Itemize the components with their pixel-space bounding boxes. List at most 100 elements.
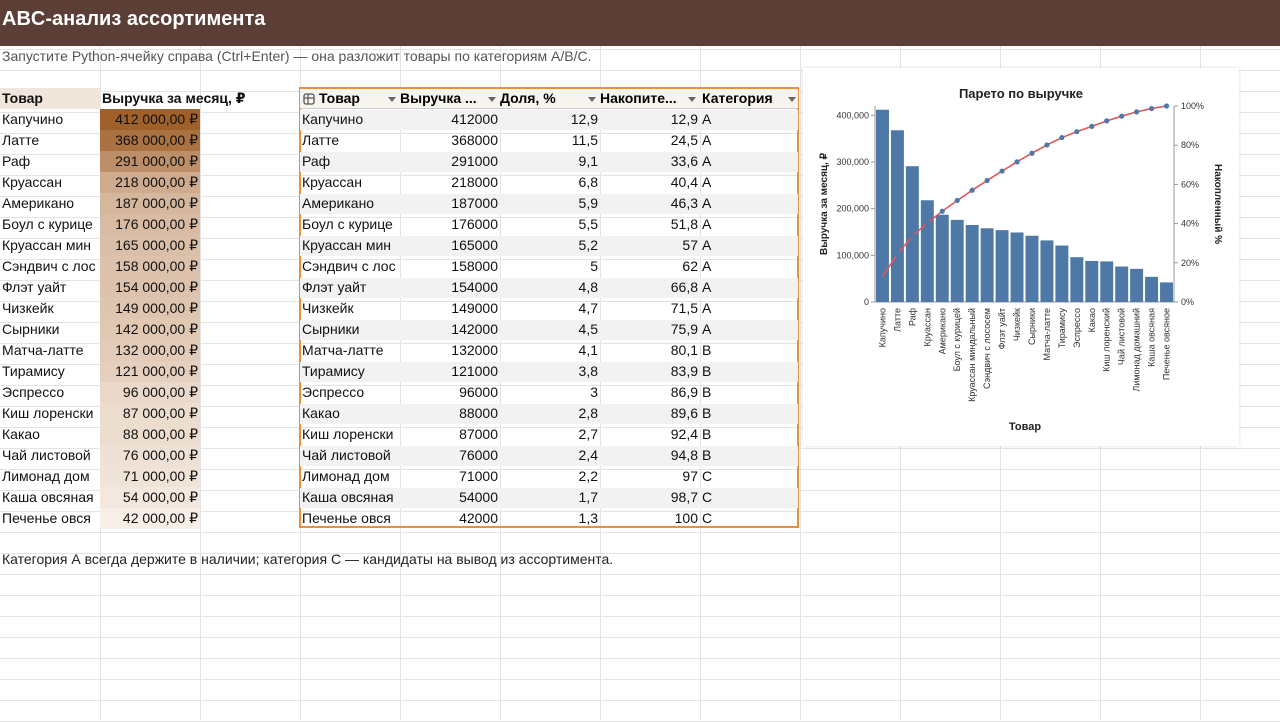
- result-cumulative-cell[interactable]: 40,4: [670, 174, 698, 190]
- result-category-cell[interactable]: B: [702, 363, 712, 379]
- result-cumulative-cell[interactable]: 94,8: [670, 447, 698, 463]
- result-share-cell[interactable]: 3: [590, 384, 598, 400]
- source-revenue-cell[interactable]: 132 000,00 ₽: [100, 340, 200, 361]
- result-share-cell[interactable]: 5,5: [578, 216, 598, 232]
- result-product-cell[interactable]: Круассан: [302, 174, 362, 190]
- result-product-cell[interactable]: Латте: [302, 132, 340, 148]
- result-category-cell[interactable]: A: [702, 279, 712, 295]
- source-product-cell[interactable]: Лимонад дом: [2, 468, 90, 484]
- source-product-cell[interactable]: Матча-латте: [2, 342, 84, 358]
- result-cumulative-cell[interactable]: 80,1: [670, 342, 698, 358]
- result-category-cell[interactable]: B: [702, 384, 712, 400]
- result-product-cell[interactable]: Сэндвич с лос: [302, 258, 396, 274]
- result-cumulative-cell[interactable]: 51,8: [670, 216, 698, 232]
- result-share-cell[interactable]: 6,8: [578, 174, 598, 190]
- result-share-cell[interactable]: 2,7: [578, 426, 598, 442]
- result-revenue-cell[interactable]: 121000: [451, 363, 498, 379]
- source-revenue-cell[interactable]: 291 000,00 ₽: [100, 151, 200, 172]
- result-revenue-cell[interactable]: 132000: [451, 342, 498, 358]
- source-revenue-cell[interactable]: 121 000,00 ₽: [100, 361, 200, 382]
- source-revenue-cell[interactable]: 218 000,00 ₽: [100, 172, 200, 193]
- result-share-cell[interactable]: 4,5: [578, 321, 598, 337]
- source-product-cell[interactable]: Сырники: [2, 321, 60, 337]
- result-cumulative-cell[interactable]: 66,8: [670, 279, 698, 295]
- result-cumulative-cell[interactable]: 98,7: [670, 489, 698, 505]
- source-product-cell[interactable]: Американо: [2, 195, 75, 211]
- result-category-cell[interactable]: A: [702, 216, 712, 232]
- result-revenue-cell[interactable]: 187000: [451, 195, 498, 211]
- result-revenue-cell[interactable]: 54000: [459, 489, 498, 505]
- result-category-cell[interactable]: A: [702, 195, 712, 211]
- source-revenue-cell[interactable]: 42 000,00 ₽: [100, 508, 200, 529]
- result-revenue-cell[interactable]: 149000: [451, 300, 498, 316]
- result-revenue-cell[interactable]: 165000: [451, 237, 498, 253]
- source-product-cell[interactable]: Печенье овся: [2, 510, 91, 526]
- result-cumulative-cell[interactable]: 83,9: [670, 363, 698, 379]
- result-product-cell[interactable]: Раф: [302, 153, 331, 169]
- source-product-cell[interactable]: Флэт уайт: [2, 279, 67, 295]
- result-product-cell[interactable]: Лимонад дом: [302, 468, 390, 484]
- source-revenue-cell[interactable]: 187 000,00 ₽: [100, 193, 200, 214]
- result-cumulative-cell[interactable]: 24,5: [670, 132, 698, 148]
- result-category-cell[interactable]: A: [702, 321, 712, 337]
- result-category-cell[interactable]: B: [702, 405, 712, 421]
- source-revenue-cell[interactable]: 87 000,00 ₽: [100, 403, 200, 424]
- result-cumulative-cell[interactable]: 62: [682, 258, 698, 274]
- result-category-cell[interactable]: C: [702, 468, 713, 484]
- source-product-cell[interactable]: Тирамису: [2, 363, 65, 379]
- result-category-cell[interactable]: A: [702, 111, 712, 127]
- source-revenue-cell[interactable]: 158 000,00 ₽: [100, 256, 200, 277]
- source-revenue-cell[interactable]: 54 000,00 ₽: [100, 487, 200, 508]
- result-cumulative-cell[interactable]: 97: [682, 468, 698, 484]
- pareto-chart[interactable]: Парето по выручке 0 100,000 200,000 300,000 4…: [803, 68, 1239, 446]
- result-category-cell[interactable]: B: [702, 342, 712, 358]
- result-revenue-cell[interactable]: 96000: [459, 384, 498, 400]
- result-revenue-cell[interactable]: 71000: [459, 468, 498, 484]
- result-share-cell[interactable]: 4,1: [578, 342, 598, 358]
- source-revenue-cell[interactable]: 368 000,00 ₽: [100, 130, 200, 151]
- source-revenue-cell[interactable]: 96 000,00 ₽: [100, 382, 200, 403]
- source-product-cell[interactable]: Сэндвич с лос: [2, 258, 96, 274]
- result-category-cell[interactable]: C: [702, 510, 713, 526]
- source-revenue-cell[interactable]: 71 000,00 ₽: [100, 466, 200, 487]
- filter-dropdown-icon[interactable]: [388, 97, 396, 102]
- result-category-cell[interactable]: C: [702, 489, 713, 505]
- source-revenue-cell[interactable]: 176 000,00 ₽: [100, 214, 200, 235]
- result-cumulative-cell[interactable]: 12,9: [670, 111, 698, 127]
- result-product-cell[interactable]: Киш лоренски: [302, 426, 394, 442]
- result-share-cell[interactable]: 9,1: [578, 153, 598, 169]
- result-category-cell[interactable]: A: [702, 132, 712, 148]
- result-product-cell[interactable]: Боул с курице: [302, 216, 393, 232]
- result-cumulative-cell[interactable]: 89,6: [670, 405, 698, 421]
- result-product-cell[interactable]: Капучино: [302, 111, 364, 127]
- result-product-cell[interactable]: Сырники: [302, 321, 360, 337]
- result-revenue-cell[interactable]: 176000: [451, 216, 498, 232]
- source-revenue-cell[interactable]: 412 000,00 ₽: [100, 109, 200, 130]
- result-category-cell[interactable]: A: [702, 300, 712, 316]
- result-product-cell[interactable]: Печенье овся: [302, 510, 391, 526]
- result-revenue-cell[interactable]: 87000: [459, 426, 498, 442]
- result-header-revenue[interactable]: Выручка ...: [400, 90, 477, 106]
- filter-dropdown-icon[interactable]: [588, 97, 596, 102]
- result-share-cell[interactable]: 4,7: [578, 300, 598, 316]
- source-revenue-cell[interactable]: 165 000,00 ₽: [100, 235, 200, 256]
- result-share-cell[interactable]: 5: [590, 258, 598, 274]
- result-share-cell[interactable]: 1,3: [578, 510, 598, 526]
- source-product-cell[interactable]: Эспрессо: [2, 384, 65, 400]
- result-category-cell[interactable]: A: [702, 153, 712, 169]
- result-product-cell[interactable]: Американо: [302, 195, 375, 211]
- source-revenue-cell[interactable]: 142 000,00 ₽: [100, 319, 200, 340]
- result-share-cell[interactable]: 5,2: [578, 237, 598, 253]
- result-header-product[interactable]: Товар: [319, 90, 360, 106]
- result-cumulative-cell[interactable]: 57: [682, 237, 698, 253]
- result-cumulative-cell[interactable]: 92,4: [670, 426, 698, 442]
- result-revenue-cell[interactable]: 42000: [459, 510, 498, 526]
- source-product-cell[interactable]: Киш лоренски: [2, 405, 94, 421]
- result-product-cell[interactable]: Эспрессо: [302, 384, 365, 400]
- result-revenue-cell[interactable]: 88000: [459, 405, 498, 421]
- source-revenue-cell[interactable]: 154 000,00 ₽: [100, 277, 200, 298]
- source-revenue-cell[interactable]: 149 000,00 ₽: [100, 298, 200, 319]
- source-product-cell[interactable]: Капучино: [2, 111, 64, 127]
- result-product-cell[interactable]: Чизкейк: [302, 300, 354, 316]
- result-share-cell[interactable]: 12,9: [570, 111, 598, 127]
